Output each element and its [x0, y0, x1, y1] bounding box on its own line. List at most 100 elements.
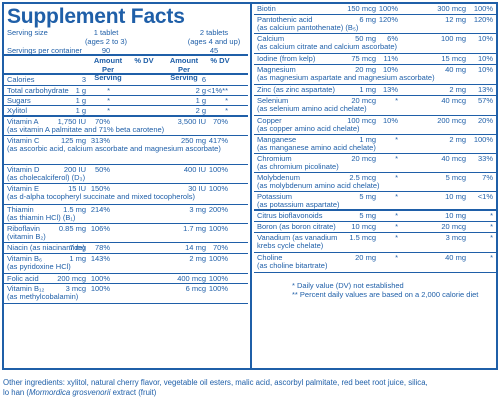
amount-value: 1 g: [195, 95, 206, 105]
nutrient-source: (as cholecalciferol) (D₃): [7, 173, 86, 182]
dv-value: 417%: [208, 135, 228, 145]
dv-value: 7%: [482, 172, 493, 182]
dv-value: 78%: [94, 242, 110, 252]
dv-value: *: [490, 210, 493, 220]
serving-col1-sub: (ages 2 to 3): [84, 36, 128, 46]
other-ingredients-latin: Mormordica grosvenorii: [29, 388, 111, 397]
dv-value: 100%: [208, 183, 228, 193]
amount-value: 100 mcg: [347, 115, 376, 125]
nutrient-row: Thiamin (as thiamin HCl) (B₁) 1.5 mg 214% 3 …: [4, 205, 248, 224]
nutrient-name: Iodine (from kelp): [257, 54, 315, 64]
nutrient-label: Potassium: [257, 191, 293, 201]
nutrient-name: Total carbohydrate: [7, 86, 69, 96]
amount-value: 6: [201, 74, 206, 84]
nutrient-label: Copper: [257, 115, 282, 125]
nutrient-label: Niacin (as niacinamide): [7, 242, 85, 252]
dv-value: 70%: [212, 116, 228, 126]
nutrient-label: Calories: [7, 74, 35, 84]
nutrient-label: Manganese: [257, 134, 297, 144]
right-nutrient-list: Biotin 150 mcg 100% 300 mcg 100% Pantothenic …: [254, 4, 496, 273]
amount-value: 1.7 mg: [183, 223, 206, 233]
amount-value: 30 IU: [188, 183, 206, 193]
amount-value: 250 mg: [180, 135, 206, 145]
nutrient-label: Xylitol: [7, 105, 28, 115]
dv-value: *: [225, 105, 228, 115]
amount-value: 20 mg: [355, 252, 376, 262]
nutrient-name: Magnesium (as magnesium aspartate and mag…: [257, 65, 435, 83]
amount-value: 2.5 mcg: [349, 172, 376, 182]
dv-value: 10%: [382, 115, 398, 125]
servings-per-container-label: Servings per container: [7, 46, 83, 55]
dv-value: *: [395, 210, 398, 220]
nutrient-name: Vitamin C (as ascorbic acid, calcium asco…: [7, 136, 221, 154]
other-ingredients: Other ingredients: xylitol, natural cher…: [3, 378, 497, 398]
left-nutrient-list: Calories 3 6 Total carbohydrate 1 g * 2 g <1%**…: [4, 75, 248, 304]
dv-value: 120%: [378, 14, 398, 24]
amount-value: 125 mg: [60, 135, 86, 145]
nutrient-row: Pantothenic acid (as calcium pantothenate…: [254, 15, 496, 34]
nutrient-name: Vitamin D (as cholecalciferol) (D₃): [7, 165, 86, 183]
dv-value: *: [490, 232, 493, 242]
nutrient-name: Calcium (as calcium citrate and calcium a…: [257, 34, 397, 52]
nutrient-name: Thiamin (as thiamin HCl) (B₁): [7, 205, 76, 223]
nutrient-label: Boron (as boron citrate): [257, 221, 336, 231]
nutrient-row: Boron (as boron citrate) 10 mcg * 20 mcg *: [254, 222, 496, 233]
amount-value: 20 mcg: [351, 153, 376, 163]
dv-value: <1%: [477, 191, 493, 201]
nutrient-row: Magnesium (as magnesium aspartate and mag…: [254, 65, 496, 85]
amount-per-serving-1: Amount Per Serving: [93, 56, 123, 82]
nutrient-source: (as manganese amino acid chelate): [257, 143, 376, 152]
dv-value: 106%: [90, 223, 110, 233]
servings-col1: 90: [101, 46, 111, 55]
dv-value: 100%: [90, 283, 110, 293]
nutrient-name: Riboflavin (vitamin B₂): [7, 224, 46, 242]
amount-value: 1.5 mcg: [349, 232, 376, 242]
amount-value: 2 g: [195, 105, 206, 115]
pct-dv-2: % DV: [210, 56, 230, 65]
dv-value: *: [395, 252, 398, 262]
amount-value: 1 g: [75, 105, 86, 115]
nutrient-name: Citrus bioflavonoids: [257, 211, 322, 221]
amount-value: 15 mcg: [441, 53, 466, 63]
amount-per-serving-2: Amount Per Serving: [169, 56, 199, 82]
nutrient-row: Vitamin D (as cholecalciferol) (D₃) 200 IU…: [4, 165, 248, 184]
nutrient-row: Vitamin E (as d-alpha tocopheryl succinat…: [4, 184, 248, 205]
dv-value: 100%: [378, 3, 398, 13]
amount-value: 75 mcg: [351, 53, 376, 63]
nutrient-source: (as thiamin HCl) (B₁): [7, 213, 76, 222]
amount-value: 3: [81, 74, 86, 84]
nutrient-row: Riboflavin (vitamin B₂) 0.85 mg 106% 1.7 mg 1…: [4, 224, 248, 243]
nutrient-name: Chromium (as chromium picolinate): [257, 154, 339, 172]
footnote-calorie: ** Percent daily values are based on a 2…: [292, 290, 479, 299]
nutrient-name: Molybdenum (as molybdenum amino acid chel…: [257, 172, 380, 191]
amount-value: 2 mg: [449, 84, 466, 94]
amount-value: 40 mg: [445, 252, 466, 262]
amount-value: 150 mcg: [347, 3, 376, 13]
nutrient-name: Biotin: [257, 4, 276, 14]
dv-value: *: [395, 95, 398, 105]
nutrient-name: Vitamin B₆ (as pyridoxine HCl): [7, 254, 71, 272]
amount-value: 10 mg: [445, 191, 466, 201]
amount-value: 400 IU: [183, 164, 206, 174]
nutrient-row: Calories 3 6: [4, 75, 248, 86]
amount-value: 20 mcg: [441, 221, 466, 231]
amount-value: 200 IU: [63, 164, 86, 174]
nutrient-label: Selenium: [257, 95, 289, 105]
nutrient-row: Folic acid 200 mcg 100% 400 mcg 100%: [4, 274, 248, 284]
nutrient-label: Molybdenum: [257, 172, 300, 182]
nutrient-source: (as selenium amino acid chelate): [257, 104, 367, 113]
amount-value: 400 mcg: [177, 273, 206, 283]
serving-size-row: Serving size 1 tablet (ages 2 to 3) 2 ta…: [4, 28, 248, 47]
amount-value: 20 mg: [355, 64, 376, 74]
nutrient-name: Calories: [7, 74, 35, 85]
nutrient-name: Sugars: [7, 96, 31, 106]
nutrient-label: Folic acid: [7, 273, 39, 283]
nutrient-name: Boron (as boron citrate): [257, 221, 336, 232]
dv-value: 100%: [208, 223, 228, 233]
nutrient-name: Zinc (as zinc aspartate): [257, 85, 335, 95]
serving-col2-sub: (ages 4 and up): [187, 36, 241, 46]
dv-value: 11%: [383, 53, 398, 63]
nutrient-name: Choline (as choline bitartrate): [257, 253, 327, 271]
panel-title: Supplement Facts: [7, 5, 185, 28]
nutrient-label: Vitamin E: [7, 183, 39, 193]
